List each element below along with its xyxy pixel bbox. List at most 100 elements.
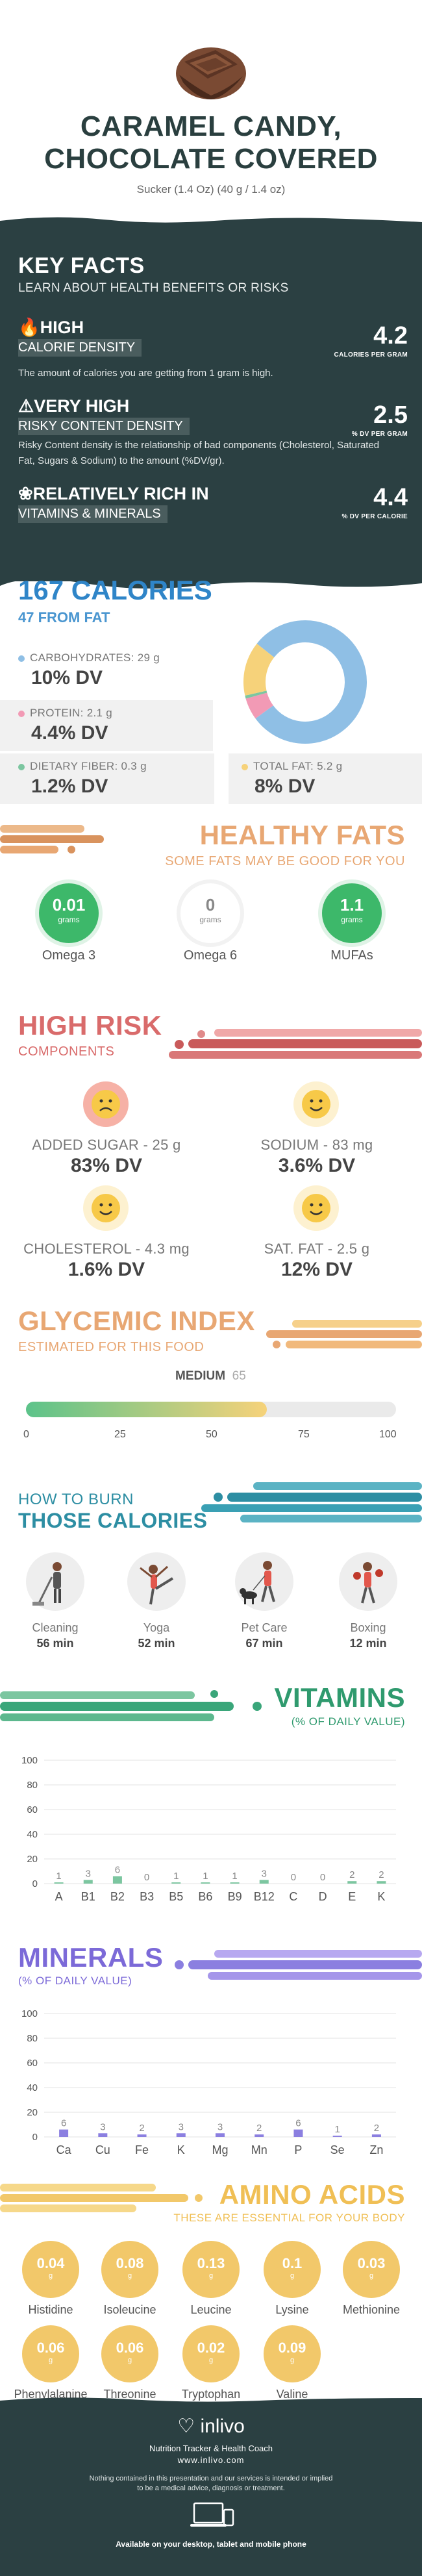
x-tick-label: B3 bbox=[140, 1890, 154, 1903]
fact-vitamins-minerals: ❀RELATIVELY RICH IN VITAMINS & MINERALS … bbox=[18, 484, 408, 523]
fact-tag: VITAMINS & MINERALS bbox=[18, 505, 168, 523]
amino-unit: g bbox=[127, 2356, 132, 2364]
amino-circle: 0.06 g bbox=[22, 2325, 79, 2382]
decor-stripes-left bbox=[0, 825, 104, 853]
x-tick-label: Cu bbox=[95, 2143, 110, 2156]
serving-size: Sucker (1.4 Oz) (40 g / 1.4 oz) bbox=[136, 183, 286, 196]
bar-value-label: 6 bbox=[295, 2118, 301, 2129]
y-tick-label: 0 bbox=[32, 1878, 38, 1889]
x-tick-label: K bbox=[177, 2143, 185, 2156]
brand-name: inlivo bbox=[200, 2416, 245, 2437]
burn-activity-minutes: 12 min bbox=[349, 1637, 387, 1650]
high-risk-subtitle: COMPONENTS bbox=[18, 1044, 115, 1059]
amino-value: 0.13 bbox=[197, 2255, 225, 2271]
fact-head: HIGH bbox=[40, 318, 84, 337]
footer-disclaimer-2: to be a medical advice, diagnosis or tre… bbox=[137, 2484, 285, 2492]
burn-activity-name: Boxing bbox=[350, 1621, 386, 1634]
amino-value: 0.09 bbox=[278, 2340, 306, 2356]
bar bbox=[83, 1880, 93, 1884]
fact-value: 4.4 bbox=[373, 484, 408, 511]
amino-value: 0.03 bbox=[357, 2255, 386, 2271]
happy-face-icon bbox=[293, 1081, 339, 1127]
healthy-fats-title: HEALTHY FATS bbox=[199, 820, 405, 850]
bar-value-label: 3 bbox=[100, 2121, 105, 2132]
bar-value-label: 2 bbox=[379, 1869, 384, 1880]
bar-value-label: 2 bbox=[256, 2123, 262, 2134]
fat-value: 0.01 bbox=[52, 895, 86, 915]
glycemic-value: 65 bbox=[232, 1369, 246, 1383]
nutrient-fiber: DIETARY FIBER: 0.3 g 1.2% DV bbox=[0, 753, 214, 804]
x-tick-label: C bbox=[289, 1890, 297, 1903]
amino-unit: g bbox=[290, 2272, 295, 2280]
footer-url[interactable]: www.inlivo.com bbox=[177, 2455, 245, 2465]
footer-brand[interactable]: ♡ inlivo bbox=[0, 2415, 422, 2438]
y-tick-label: 60 bbox=[27, 1804, 38, 1815]
key-facts-section: KEY FACTS LEARN ABOUT HEALTH BENEFITS OR… bbox=[0, 224, 422, 581]
footer-tagline: Nutrition Tracker & Health Coach bbox=[149, 2443, 273, 2453]
vitamins-title: VITAMINS bbox=[274, 1682, 405, 1713]
amino-name: Threonine bbox=[103, 2388, 156, 2401]
amino-circle: 0.13 g bbox=[182, 2241, 240, 2298]
glycemic-ticks: 0 25 50 75 100 bbox=[23, 1429, 397, 1442]
bar bbox=[371, 2134, 381, 2137]
bar-value-label: 1 bbox=[334, 2124, 340, 2135]
amino-value: 0.08 bbox=[116, 2255, 144, 2271]
decor-stripes-right bbox=[201, 1482, 422, 1522]
bar bbox=[59, 2129, 69, 2137]
amino-value: 0.06 bbox=[36, 2340, 65, 2356]
y-tick-label: 100 bbox=[21, 2008, 38, 2019]
risk-label: SODIUM - 83 mg bbox=[260, 1137, 373, 1153]
fact-value: 4.2 bbox=[373, 322, 408, 349]
bar-value-label: 6 bbox=[115, 1865, 120, 1876]
amino-name: Isoleucine bbox=[103, 2303, 156, 2316]
amino-value: 0.1 bbox=[282, 2255, 303, 2271]
y-tick-label: 100 bbox=[21, 1755, 38, 1766]
title-line-2: CHOCOLATE COVERED bbox=[44, 143, 378, 175]
footer: ♡ inlivo Nutrition Tracker & Health Coac… bbox=[0, 2403, 422, 2576]
x-tick-label: Mn bbox=[251, 2143, 267, 2156]
donut-slice-protein bbox=[245, 692, 274, 719]
amino-unit: g bbox=[127, 2272, 132, 2280]
happy-face-icon bbox=[293, 1185, 339, 1231]
bar-value-label: 0 bbox=[320, 1872, 325, 1883]
bar bbox=[201, 1882, 210, 1884]
amino-value: 0.06 bbox=[116, 2340, 144, 2356]
fact-calorie-density: 🔥HIGH CALORIE DENSITY The amount of calo… bbox=[18, 317, 408, 381]
food-image bbox=[170, 36, 252, 101]
nutrient-dv: 8% DV bbox=[254, 776, 316, 797]
footer-available: Available on your desktop, tablet and mo… bbox=[116, 2540, 306, 2549]
calories-title: 167 CALORIES bbox=[18, 575, 212, 605]
risk-label: ADDED SUGAR - 25 g bbox=[32, 1137, 181, 1153]
nutrient-label: CARBOHYDRATES: 29 g bbox=[30, 651, 160, 664]
omega6-circle: 0 grams bbox=[180, 883, 240, 943]
minerals-title: MINERALS bbox=[18, 1942, 164, 1973]
title-line-1: CARAMEL CANDY, bbox=[80, 110, 342, 142]
amino-circle: 0.1 g bbox=[264, 2241, 321, 2298]
fat-value: 1.1 bbox=[340, 895, 364, 915]
amino-name: Tryptophan bbox=[181, 2388, 241, 2401]
legend-dot bbox=[18, 655, 25, 662]
bar bbox=[216, 2133, 225, 2137]
x-tick-label: A bbox=[55, 1890, 63, 1903]
bar bbox=[98, 2133, 108, 2137]
wave-divider bbox=[0, 578, 422, 589]
fact-value: 2.5 bbox=[373, 401, 408, 429]
bar bbox=[377, 1881, 386, 1884]
amino-title: AMINO ACIDS bbox=[219, 2179, 405, 2210]
x-tick-label: B2 bbox=[110, 1890, 125, 1903]
y-tick-label: 20 bbox=[27, 1854, 38, 1865]
boxing-icon bbox=[339, 1552, 397, 1611]
fact-unit: % DV PER CALORIE bbox=[341, 513, 408, 520]
bar bbox=[176, 2133, 186, 2137]
y-tick-label: 0 bbox=[32, 2132, 38, 2143]
bar-value-label: 3 bbox=[179, 2121, 184, 2132]
nutrient-dv: 1.2% DV bbox=[31, 776, 108, 797]
nutrient-protein: PROTEIN: 2.1 g 4.4% DV bbox=[0, 700, 213, 751]
tick-label: 75 bbox=[298, 1429, 310, 1440]
x-tick-label: P bbox=[294, 2143, 302, 2156]
x-tick-label: Mg bbox=[212, 2143, 228, 2156]
bar-value-label: 6 bbox=[61, 2118, 66, 2129]
x-tick-label: Zn bbox=[369, 2143, 383, 2156]
bar bbox=[112, 1876, 122, 1884]
amino-circle: 0.02 g bbox=[182, 2325, 240, 2382]
